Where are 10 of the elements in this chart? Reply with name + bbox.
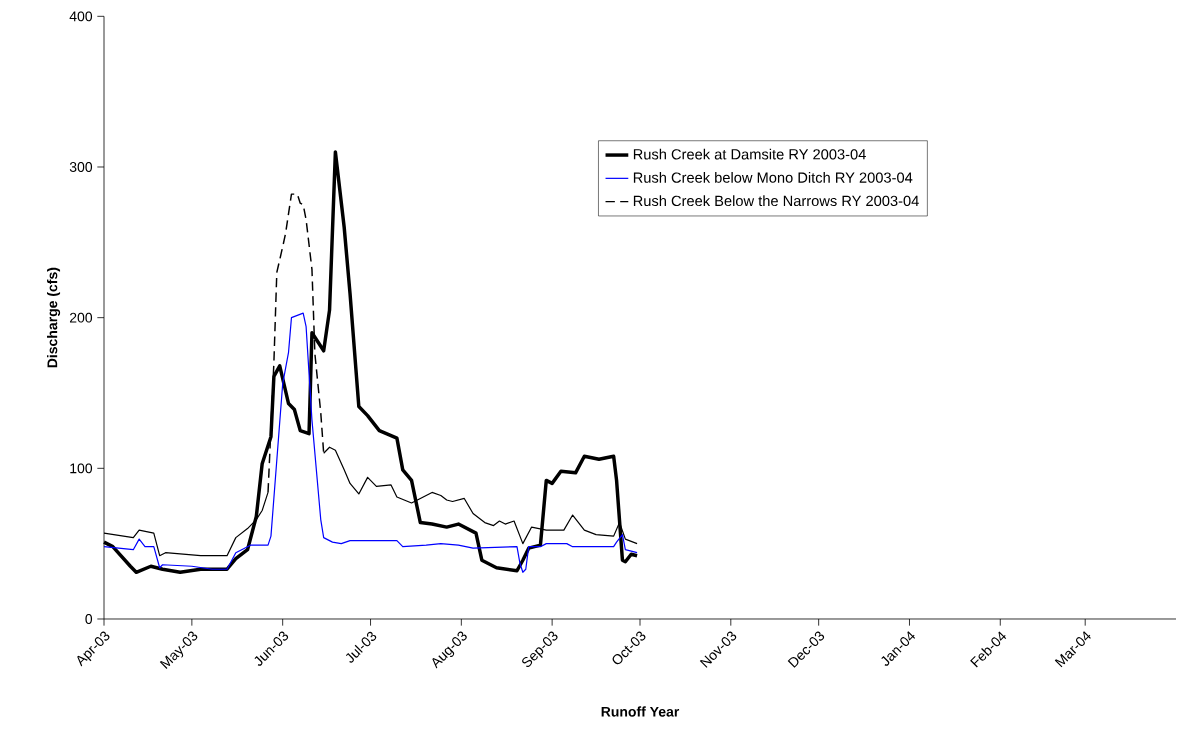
x-axis-title: Runoff Year (601, 706, 680, 717)
legend-label: Rush Creek at Damsite RY 2003-04 (633, 148, 866, 160)
y-tick-label: 200 (69, 312, 93, 323)
y-tick-label: 100 (70, 463, 93, 474)
legend-label: Rush Creek below Mono Ditch RY 2003-04 (633, 172, 913, 183)
y-tick-label: 400 (69, 11, 93, 22)
y-tick-label: 0 (85, 614, 93, 624)
y-axis-title: Discharge (cfs) (47, 267, 61, 368)
y-tick-label: 300 (69, 162, 93, 172)
legend-label: Rush Creek Below the Narrows RY 2003-04 (633, 195, 919, 207)
